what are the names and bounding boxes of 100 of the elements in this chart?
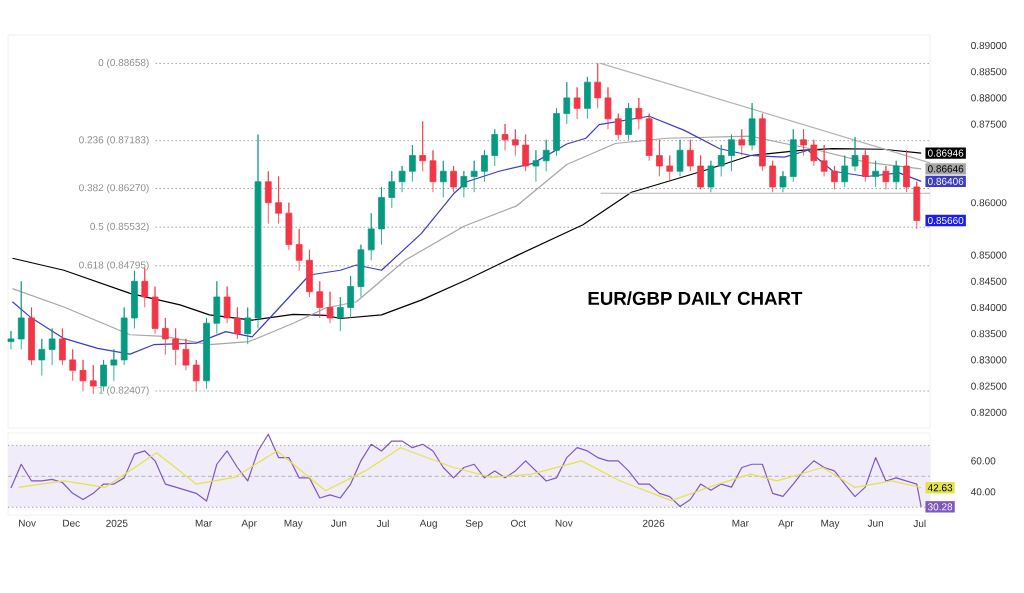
candlestick xyxy=(800,128,807,156)
candlestick xyxy=(295,228,303,272)
candlestick xyxy=(59,328,66,366)
candlestick xyxy=(481,149,488,183)
candlestick xyxy=(614,113,622,141)
candlestick xyxy=(110,349,118,382)
ref-line-label: 0 (0.88658) xyxy=(98,58,149,69)
candlestick xyxy=(264,170,272,225)
candlestick xyxy=(38,338,46,376)
candlestick xyxy=(851,136,859,172)
candlestick xyxy=(79,359,87,392)
candlestick xyxy=(584,76,591,120)
y-tick-label: 0.84000 xyxy=(971,303,1007,312)
x-tick-label: Jul xyxy=(913,519,926,528)
candlestick xyxy=(89,364,97,395)
x-tick-label: Jul xyxy=(376,519,389,528)
y-tick-label: 0.86000 xyxy=(971,199,1007,207)
x-tick-label: Apr xyxy=(778,519,794,529)
text: EUR/GBP DAILY CHART xyxy=(588,291,803,306)
ref-line-label: 1 (0.82407) xyxy=(98,386,149,396)
candlestick xyxy=(120,307,128,366)
candlestick xyxy=(913,181,921,230)
x-tick-label: Nov xyxy=(19,519,36,527)
candlestick xyxy=(254,134,262,329)
candlestick xyxy=(378,186,385,245)
candlestick xyxy=(759,113,766,172)
candlestick xyxy=(450,165,457,193)
candlestick xyxy=(172,328,179,366)
x-tick-label: Dec xyxy=(63,519,80,527)
candlestick xyxy=(151,286,159,335)
x-tick-label: 2025 xyxy=(106,519,128,527)
x-tick-label: May xyxy=(821,519,840,529)
candlestick xyxy=(439,160,447,198)
ref-line-label: 0.382 (0.86270) xyxy=(79,183,149,194)
candlestick xyxy=(182,338,190,371)
y-tick-label: 0.84500 xyxy=(971,277,1007,285)
x-tick-label: Mar xyxy=(732,519,749,527)
candlestick xyxy=(192,359,200,392)
candlestick xyxy=(820,144,828,177)
candlestick xyxy=(717,144,725,177)
candlestick xyxy=(553,107,560,156)
candlestick xyxy=(666,155,674,183)
candlestick xyxy=(285,202,293,251)
x-tick-label: Jun xyxy=(330,519,347,527)
candlestick xyxy=(676,139,684,177)
candlestick xyxy=(28,307,35,366)
candlestick xyxy=(223,286,231,324)
x-tick-label: Apr xyxy=(241,519,257,529)
y-tick-label: 0.83500 xyxy=(971,330,1007,338)
data-label: 30.28 xyxy=(927,503,953,511)
candlestick xyxy=(337,296,344,332)
candlestick xyxy=(357,244,365,298)
x-tick-label: May xyxy=(284,519,303,529)
x-tick-label: Mar xyxy=(195,519,213,527)
data-label: 0.86646 xyxy=(927,165,964,173)
candlestick xyxy=(388,170,396,209)
candlestick xyxy=(810,139,818,167)
candlestick xyxy=(635,97,643,130)
candlestick xyxy=(244,307,252,345)
candlestick xyxy=(306,249,313,298)
y-tick-label: 0.85000 xyxy=(971,251,1007,259)
x-tick-label: Oct xyxy=(510,519,526,527)
candlestick xyxy=(892,160,900,190)
candlestick xyxy=(542,139,550,172)
candlestick xyxy=(203,317,210,390)
y-tick-label: 0.88500 xyxy=(971,68,1007,76)
candlestick xyxy=(316,280,324,319)
candlestick xyxy=(882,165,890,190)
data-label: 0.86406 xyxy=(927,177,964,185)
candlestick xyxy=(460,170,468,198)
candlestick xyxy=(131,270,138,329)
candlestick xyxy=(398,165,406,193)
x-tick-label: Sep xyxy=(465,519,483,529)
candlestick xyxy=(789,128,797,183)
candlestick xyxy=(625,102,632,141)
candlestick xyxy=(326,291,334,324)
annotation: 0.85660 xyxy=(927,216,964,225)
candlestick xyxy=(213,280,221,335)
candlestick xyxy=(429,149,437,193)
data-label: 42.63 xyxy=(927,484,953,492)
candlestick xyxy=(162,317,169,356)
data-label: 0.86946 xyxy=(927,149,964,157)
y-tick-label: 0.88000 xyxy=(971,94,1007,102)
y-tick-label: 0.82500 xyxy=(971,382,1007,390)
ref-line-label: 0.5 (0.85532) xyxy=(90,222,149,232)
candlestick xyxy=(501,123,509,151)
candlestick xyxy=(100,359,107,392)
x-tick-label: Aug xyxy=(419,519,437,529)
candlestick xyxy=(48,328,56,366)
line-series xyxy=(11,148,922,321)
candlestick xyxy=(409,144,416,183)
candlestick xyxy=(769,160,777,193)
candlestick xyxy=(532,149,540,183)
candlestick xyxy=(367,212,375,261)
candlestick xyxy=(522,134,529,172)
candlestick xyxy=(275,176,282,225)
candlestick xyxy=(470,160,478,193)
candlestick xyxy=(645,113,653,162)
candlestick xyxy=(707,160,715,193)
candlestick xyxy=(419,121,427,172)
